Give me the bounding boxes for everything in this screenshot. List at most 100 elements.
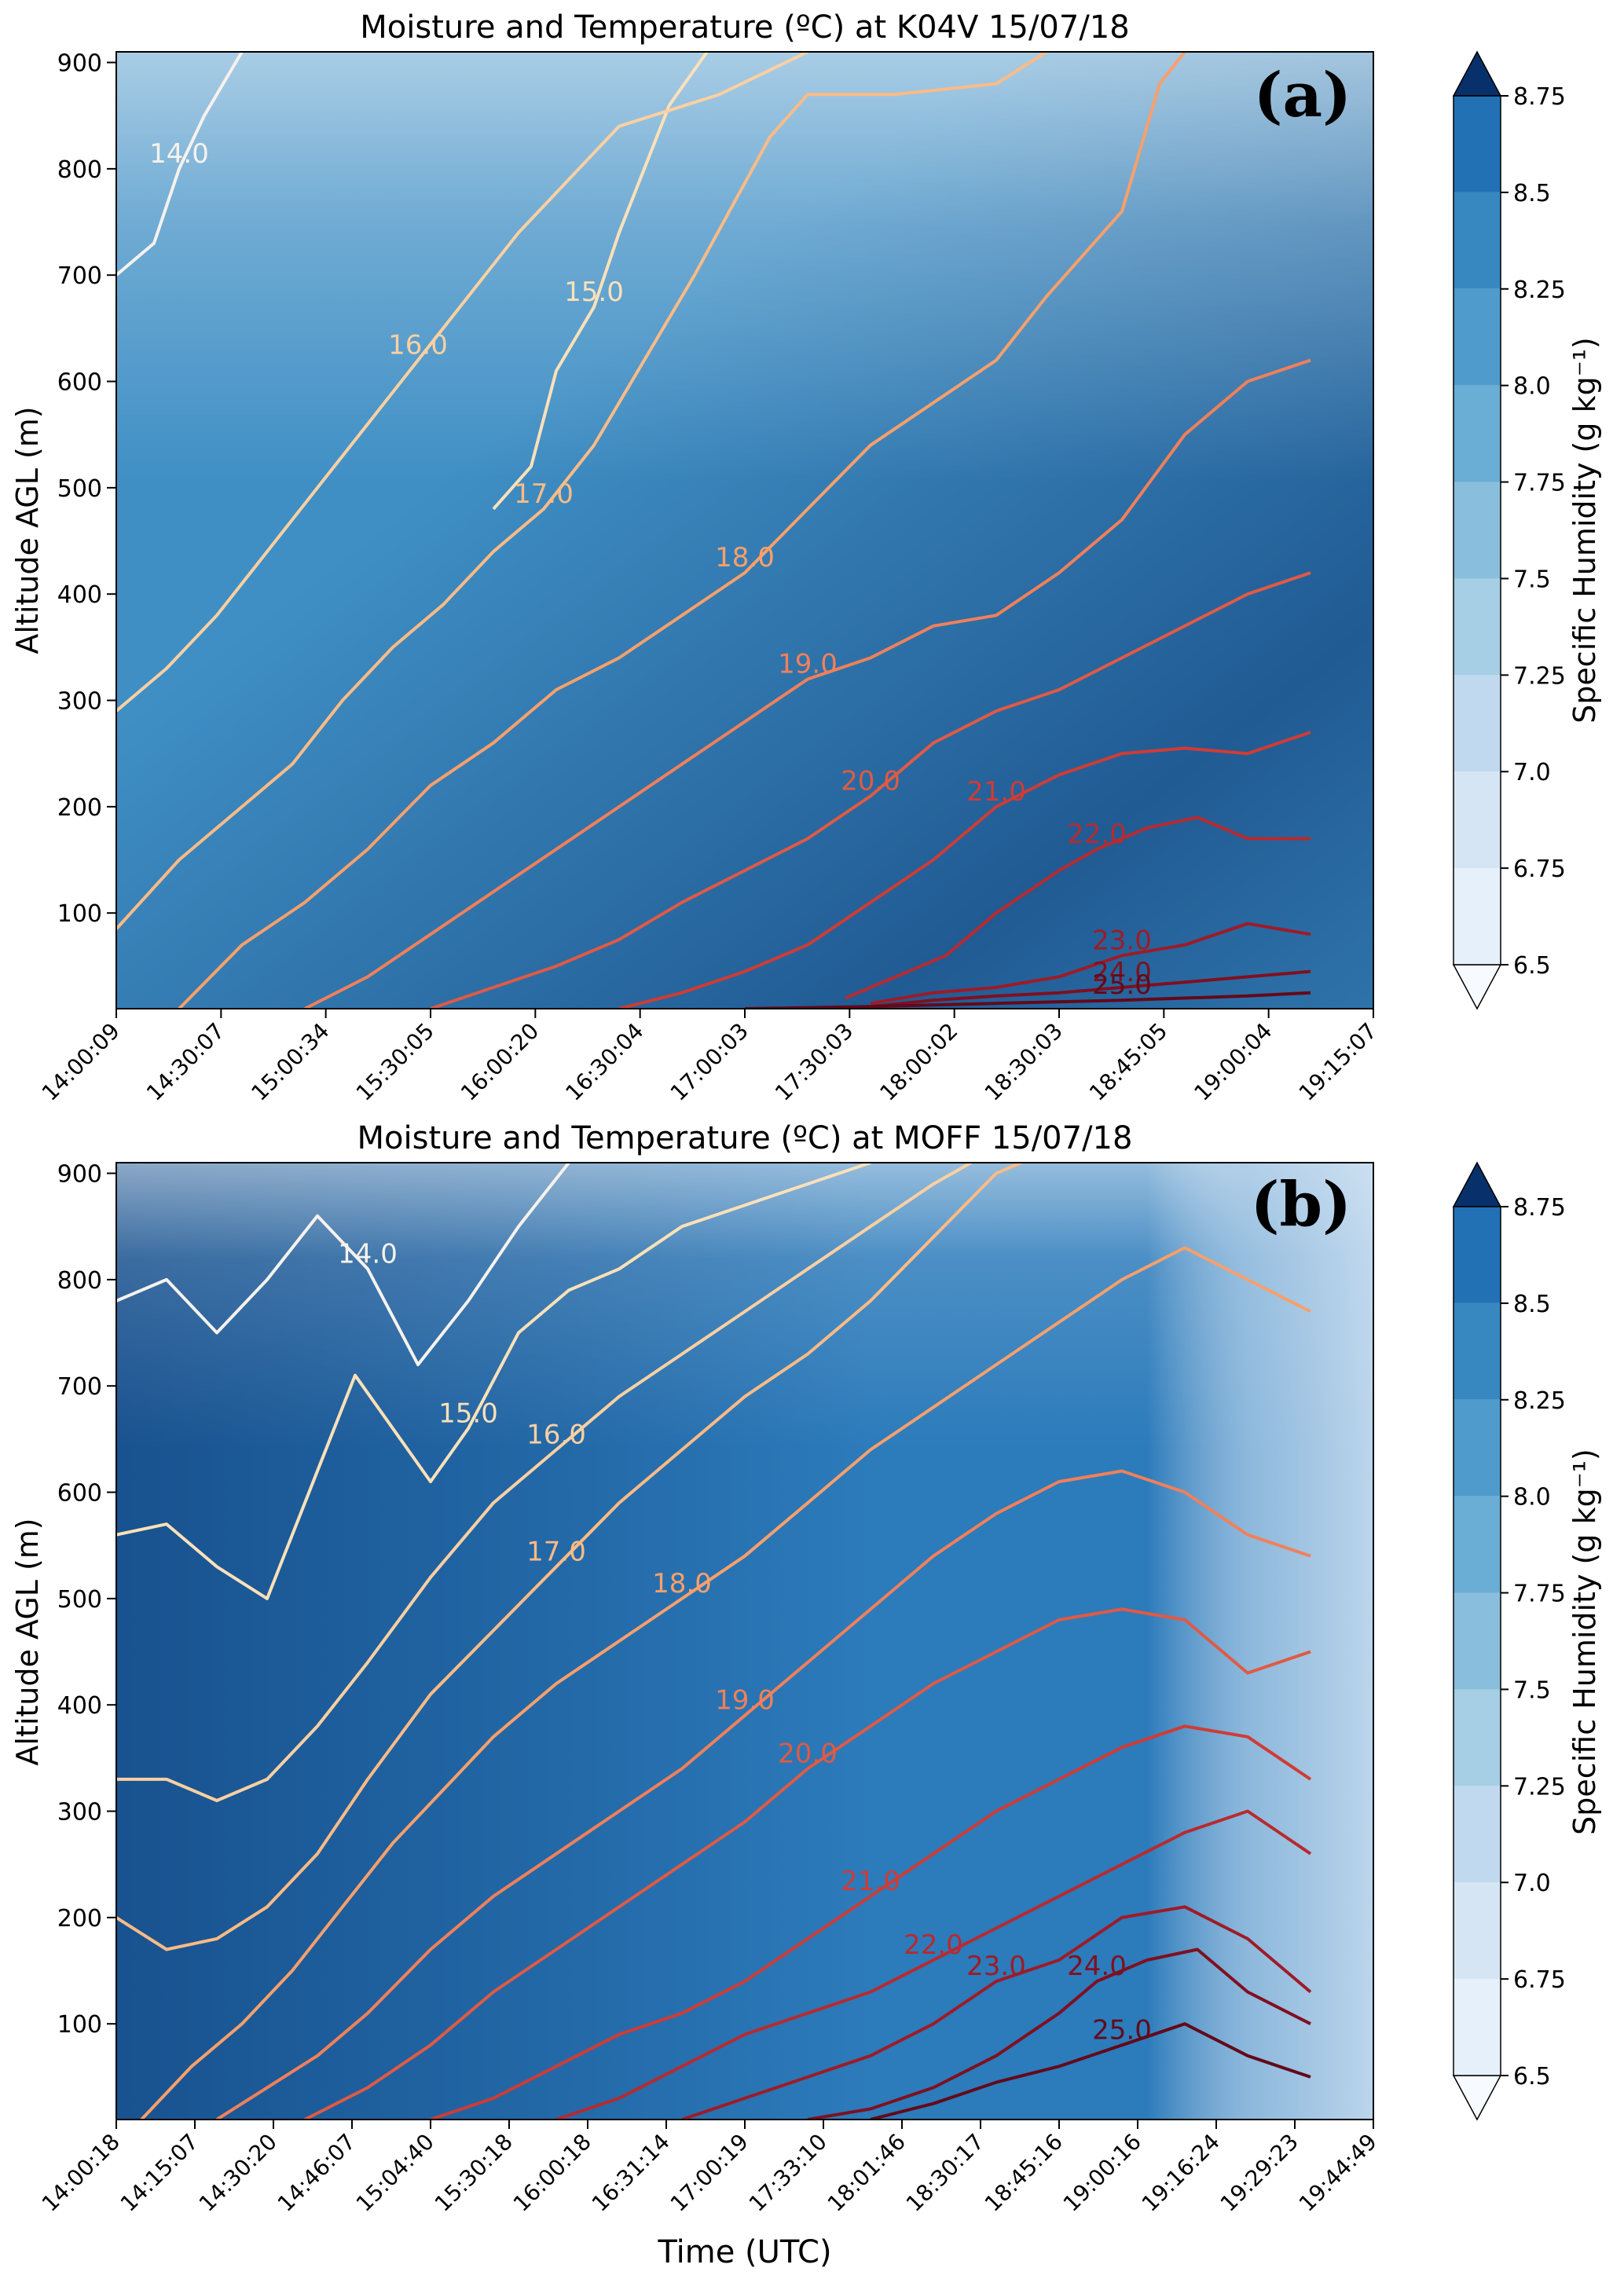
colorbar-b: 6.5 6.75 7.0 7.25 7.5 7.75 8.0 8.25 8.5 8.75 — [1452, 1161, 1566, 2121]
colorbar-a: 6.5 6.75 7.0 7.25 7.5 7.75 8.0 8.25 8.5 8.75 — [1452, 50, 1566, 1010]
panel-b-contour-21.0 — [430, 1724, 1312, 2120]
x-tick-label: 18:30:17 — [901, 2129, 989, 2217]
colorbar-a-label: Specific Humidity (g kg⁻¹) — [1567, 337, 1602, 724]
x-tick-label: 17:30:03 — [770, 1018, 858, 1106]
y-tick-label: 800 — [57, 156, 102, 184]
x-tick-label: 15:30:05 — [351, 1018, 439, 1106]
colorbar-tick-label: 8.75 — [1513, 83, 1566, 111]
colorbar-tick-label: 8.5 — [1513, 180, 1551, 207]
x-tick-label: 14:00:09 — [37, 1018, 125, 1106]
colorbar-a-swatch — [1454, 96, 1501, 192]
x-tick-label: 18:01:46 — [823, 2129, 911, 2217]
colorbar-tick-label: 7.5 — [1513, 1676, 1551, 1704]
panel-b-contour-24.0 — [807, 1947, 1311, 2120]
panel-b-contour-label: 23.0 — [966, 1951, 1026, 1982]
colorbar-b-swatch — [1454, 1303, 1501, 1400]
panel-b-contour-label: 15.0 — [438, 1398, 498, 1429]
panel-b-contour-label: 21.0 — [841, 1866, 900, 1897]
panel-a-contour-label: 16.0 — [388, 330, 448, 361]
y-tick-label: 500 — [57, 475, 102, 503]
panel-a-contour-14.0 — [116, 52, 244, 277]
y-tick-label: 800 — [57, 1267, 102, 1295]
panel-b-y-axis: 100 200 300 400 500 600 700 800 900 — [57, 1161, 116, 2039]
panel-b-contour-label: 20.0 — [778, 1738, 838, 1769]
panel-b-contour-label: 18.0 — [652, 1568, 712, 1599]
panel-a-contour-label: 18.0 — [715, 542, 775, 573]
colorbar-tick-label: 8.25 — [1513, 1387, 1566, 1415]
x-tick-label: 17:00:03 — [665, 1018, 753, 1106]
y-tick-label: 200 — [57, 1905, 102, 1933]
panel-b-contour-23.0 — [681, 1905, 1312, 2120]
panel-a-contour-25.0 — [744, 991, 1311, 1009]
x-tick-label: 16:00:20 — [456, 1018, 544, 1106]
y-tick-label: 400 — [57, 581, 102, 609]
panel-b: Moisture and Temperature (ºC) at MOFF 15… — [10, 1120, 1382, 2270]
colorbar-b-swatch — [1454, 1786, 1501, 1883]
x-tick-label: 14:00:18 — [37, 2129, 125, 2217]
panel-a-contour-label: 17.0 — [514, 478, 574, 510]
panel-a-contour-label: 22.0 — [1067, 819, 1127, 850]
x-tick-label: 14:30:20 — [194, 2129, 282, 2217]
panel-a-contour-label: 15.0 — [564, 277, 624, 308]
colorbar-b-frame — [1453, 1206, 1501, 2076]
colorbar-tick-label: 8.25 — [1513, 277, 1566, 304]
colorbar-a-swatch — [1454, 288, 1501, 386]
panel-a-contour-16.0 — [116, 52, 808, 713]
x-tick-label: 19:44:49 — [1294, 2129, 1382, 2217]
panel-a-contour-15.0 — [492, 52, 709, 511]
colorbar-b-swatch — [1454, 1979, 1501, 2076]
panel-b-ylabel: Altitude AGL (m) — [10, 1518, 45, 1765]
panel-a-contour-label: 21.0 — [966, 776, 1026, 808]
panel-a-contour-23.0 — [870, 921, 1311, 1006]
x-tick-label: 17:33:10 — [744, 2129, 832, 2217]
x-tick-label: 18:30:03 — [980, 1018, 1068, 1106]
colorbar-tick-label: 6.5 — [1513, 952, 1551, 980]
colorbar-b-swatch — [1454, 1689, 1501, 1786]
y-tick-label: 700 — [57, 262, 102, 290]
colorbar-tick-label: 8.0 — [1513, 1484, 1551, 1511]
colorbar-tick-label: 6.5 — [1513, 2063, 1551, 2090]
panel-a-contour-label: 14.0 — [149, 138, 209, 170]
x-tick-label: 18:45:16 — [980, 2129, 1068, 2217]
x-tick-label: 18:00:02 — [874, 1018, 962, 1106]
x-tick-label: 14:46:07 — [273, 2129, 361, 2217]
y-tick-label: 100 — [57, 2011, 102, 2039]
panel-a: Moisture and Temperature (ºC) at K04V 15… — [10, 9, 1382, 1106]
x-tick-label: 19:29:23 — [1215, 2129, 1303, 2217]
colorbar-a-swatch — [1454, 675, 1501, 772]
colorbar-tick-label: 7.75 — [1513, 1581, 1566, 1608]
x-tick-label: 15:00:34 — [246, 1018, 334, 1106]
panel-a-contour-label: 23.0 — [1092, 925, 1152, 956]
panel-a-contour-22.0 — [845, 815, 1311, 1000]
panel-a-contour-label: 20.0 — [841, 765, 900, 797]
x-tick-label: 15:04:40 — [351, 2129, 439, 2217]
colorbar-a-swatch — [1454, 385, 1501, 482]
panel-b-contour-label: 16.0 — [526, 1419, 586, 1450]
panel-b-contour-17.0 — [116, 1163, 1022, 1951]
colorbar-tick-label: 7.75 — [1513, 470, 1566, 497]
panel-b-contour-25.0 — [870, 2022, 1311, 2120]
colorbar-b-swatch — [1454, 1592, 1501, 1690]
panel-a-contour-20.0 — [430, 571, 1311, 1009]
panel-b-title: Moisture and Temperature (ºC) at MOFF 15… — [357, 1120, 1133, 1156]
colorbar-tick-label: 6.75 — [1513, 1966, 1566, 1994]
panel-b-contour-label: 19.0 — [715, 1685, 775, 1717]
x-tick-label: 19:00:16 — [1058, 2129, 1146, 2217]
panel-b-contours: 14.0 15.0 16.0 17.0 18.0 19.020.0 21.0 22.023.0… — [116, 1163, 1312, 2120]
panel-b-contour-22.0 — [555, 1809, 1312, 2120]
x-tick-label: 16:31:14 — [587, 2129, 675, 2217]
panel-b-xlabel: Time (UTC) — [657, 2234, 831, 2270]
colorbar-tick-label: 8.0 — [1513, 373, 1551, 401]
colorbar-tick-label: 7.25 — [1513, 662, 1566, 690]
colorbar-a-swatch — [1454, 578, 1501, 676]
panel-b-contour-15.0 — [116, 1163, 871, 1600]
colorbar-b-extend-max — [1452, 1161, 1502, 1207]
x-tick-label: 16:00:18 — [508, 2129, 596, 2217]
x-tick-label: 14:30:07 — [141, 1018, 229, 1106]
panel-a-contour-label: 19.0 — [778, 649, 838, 680]
x-tick-label: 18:45:05 — [1084, 1018, 1172, 1106]
panel-b-contour-18.0 — [140, 1246, 1311, 2120]
x-tick-label: 15:30:18 — [430, 2129, 518, 2217]
colorbar-a-swatch — [1454, 771, 1501, 869]
